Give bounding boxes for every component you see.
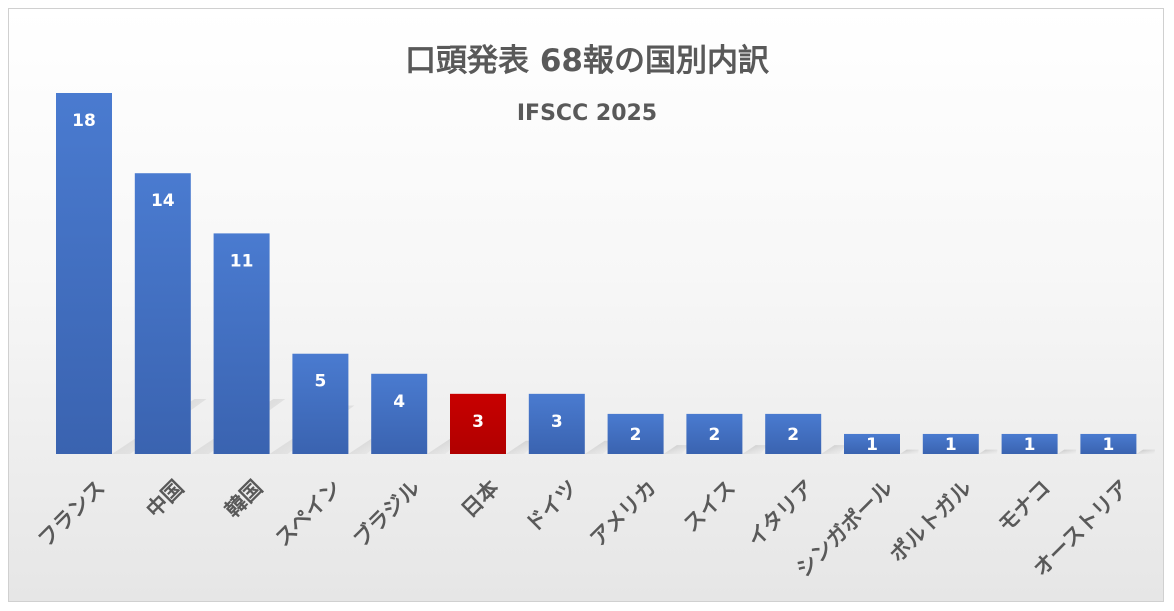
data-label: 1	[1102, 435, 1114, 455]
category-labels: フランス 中国 韓国 スペイン ブラジル 日本 ドイツ アメリカ スイス イタリアシンガポールポル…	[33, 476, 1133, 582]
chart-title: 口頭発表 68報の国別内訳	[405, 43, 770, 79]
category-label: 日本	[457, 476, 504, 523]
category-label: ドイツ	[521, 476, 583, 538]
bar	[1080, 433, 1137, 454]
category-label: フランス	[33, 476, 109, 552]
bar-shadow	[1057, 449, 1077, 454]
category-label: 中国	[142, 476, 189, 523]
bar	[450, 393, 506, 454]
bar	[844, 433, 900, 454]
bar	[607, 413, 664, 454]
data-label: 11	[230, 251, 254, 271]
data-label: 1	[945, 435, 957, 455]
bar	[528, 393, 585, 454]
bar-shadow	[663, 445, 689, 454]
data-label: 18	[72, 111, 96, 131]
data-label: 2	[708, 425, 720, 445]
chart-area: 口頭発表 68報の国別内訳 IFSCC 2025 18 14 11 5 4 3 3 2 2 2 1 1…	[8, 8, 1164, 602]
category-label: ポルトガル	[885, 476, 976, 567]
bar-shadow	[978, 449, 998, 454]
data-label: 1	[866, 435, 878, 455]
bar	[292, 353, 349, 454]
data-label: 1	[1024, 435, 1036, 455]
bar	[922, 433, 979, 454]
category-label: モナコ	[994, 476, 1056, 538]
bar	[134, 173, 191, 454]
category-label: アメリカ	[586, 476, 662, 552]
category-label: ブラジル	[349, 476, 425, 552]
bar	[1001, 433, 1058, 454]
chart-subtitle: IFSCC 2025	[517, 101, 657, 126]
data-label: 2	[630, 425, 642, 445]
category-label: 韓国	[220, 476, 267, 523]
category-label: スペイン	[271, 476, 346, 551]
bar	[371, 373, 428, 454]
data-label: 2	[787, 425, 799, 445]
bar-shadow	[742, 445, 768, 454]
bars	[56, 93, 1137, 454]
bar	[213, 233, 270, 454]
data-label: 3	[551, 412, 563, 432]
bar	[765, 413, 822, 454]
data-label: 4	[393, 392, 405, 412]
bar-shadow	[821, 445, 847, 454]
category-label: スイス	[679, 476, 740, 537]
bar-shadow	[900, 449, 919, 454]
category-label: イタリア	[743, 476, 819, 552]
bar	[686, 413, 743, 454]
data-label: 5	[314, 372, 326, 392]
data-label: 3	[472, 412, 484, 432]
bar	[56, 93, 112, 454]
bar-shadow	[1136, 449, 1156, 454]
data-label: 14	[151, 191, 175, 211]
